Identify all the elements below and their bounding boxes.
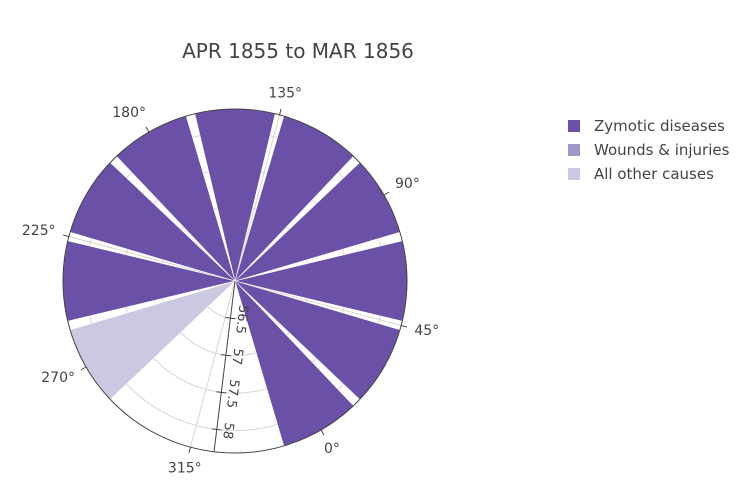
radial-tick-label: 57 <box>228 347 245 365</box>
chart-title: APR 1855 to MAR 1856 <box>182 39 414 63</box>
radial-axis-line <box>213 280 236 452</box>
angular-tick-mark <box>401 325 408 328</box>
angular-tick-mark <box>383 191 390 196</box>
legend-item[interactable]: Zymotic diseases <box>568 117 725 135</box>
angular-gridline <box>190 280 236 448</box>
angular-gridline <box>68 236 236 282</box>
legend-label: Zymotic diseases <box>594 117 725 135</box>
angular-tick-label: 315° <box>168 460 202 476</box>
legend-item[interactable]: Wounds & injuries <box>568 141 730 159</box>
radial-tick-label: 56.5 <box>232 304 250 335</box>
radial-tick-mark <box>225 317 236 320</box>
radial-tick-mark <box>220 354 231 357</box>
legend-swatch <box>568 120 580 132</box>
angular-tick-label: 135° <box>268 86 302 102</box>
angular-tick-mark <box>80 366 87 371</box>
angular-gridline <box>234 280 402 326</box>
angular-tick-label: 45° <box>414 323 439 339</box>
legend-swatch <box>568 168 580 180</box>
legend-label: All other causes <box>594 165 714 183</box>
angular-tick-label: 90° <box>395 176 420 192</box>
radial-tick-mark <box>216 391 227 394</box>
angular-tick-label: 180° <box>112 105 146 121</box>
angular-tick-label: 225° <box>22 223 56 239</box>
radial-tick-mark <box>211 428 222 431</box>
radial-tick-label: 58 <box>219 422 236 440</box>
legend: Zymotic diseases Wounds & injuries All oth… <box>568 117 730 183</box>
legend-item[interactable]: All other causes <box>568 165 714 183</box>
angular-tick-mark <box>145 126 150 133</box>
angular-tick-mark <box>279 108 282 115</box>
radial-axis: 56.5 57 57.5 58 <box>211 280 251 452</box>
angular-tick-mark <box>188 447 191 454</box>
radial-tick-label: 57.5 <box>223 378 241 409</box>
legend-swatch <box>568 144 580 156</box>
legend-label: Wounds & injuries <box>594 141 730 159</box>
angular-tick-mark <box>320 429 325 436</box>
angular-axis: 0° 45° 90° 135° 180° 225° 270° 315° <box>22 86 439 477</box>
angular-gridline <box>234 114 280 282</box>
angular-tick-label: 270° <box>41 370 75 386</box>
angular-tick-mark <box>62 234 69 237</box>
plot-area: 56.5 57 57.5 58 0° 45° 90° 135° 180° 225° 270° 315… <box>22 86 439 477</box>
polar-frame <box>62 108 408 454</box>
angular-tick-label: 0° <box>324 441 340 457</box>
